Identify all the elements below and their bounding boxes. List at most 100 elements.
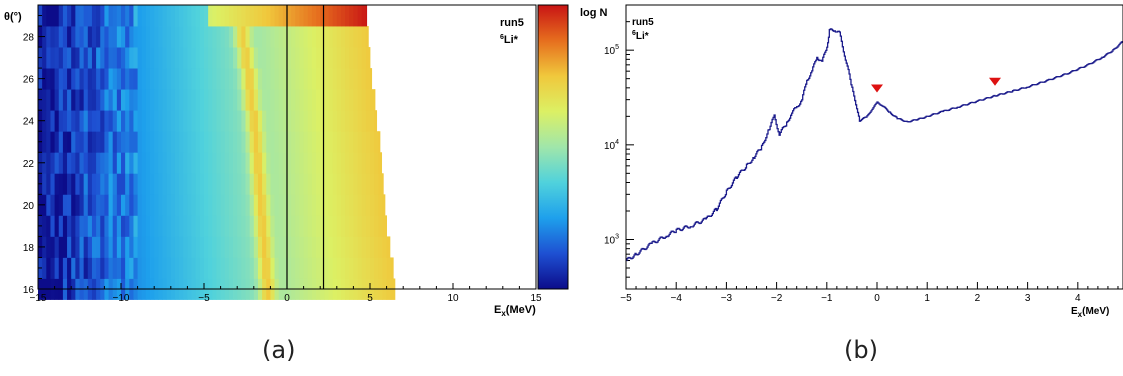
heatmap-cell — [100, 131, 105, 153]
heatmap-cell — [257, 215, 263, 237]
heatmap-cell — [158, 47, 163, 69]
heatmap-cell — [224, 152, 230, 174]
heatmap-cell — [349, 5, 354, 27]
heatmap-cell — [104, 257, 109, 279]
heatmap-cell — [316, 110, 321, 132]
heatmap-cell — [349, 236, 354, 258]
heatmap-cell — [67, 236, 72, 258]
heatmap-cell — [295, 215, 300, 237]
heatmap-cell — [179, 47, 184, 69]
heatmap-cell — [311, 131, 317, 153]
heatmap-cell — [141, 131, 147, 153]
heatmap-cell — [378, 173, 383, 195]
heatmap-run-label: run5 — [500, 17, 524, 29]
heatmap-cell — [245, 215, 251, 237]
heatmap-cell — [150, 194, 155, 216]
heatmap-cell — [141, 173, 147, 195]
heatmap-cell — [257, 257, 263, 279]
heatmap-cell — [67, 194, 72, 216]
heatmap-cell — [212, 5, 217, 27]
heatmap-cell — [233, 89, 238, 111]
heatmap-cell — [303, 131, 309, 153]
heatmap-cell — [278, 152, 284, 174]
heatmap-cell — [62, 194, 68, 216]
heatmap-cell — [104, 89, 109, 111]
heatmap-cell — [282, 257, 288, 279]
heatmap-cell — [58, 236, 64, 258]
heatmap-cell — [212, 257, 217, 279]
heatmap-cell — [374, 215, 379, 237]
heatmap-cell — [253, 173, 259, 195]
heatmap-cell — [274, 68, 280, 90]
heatmap-cell — [208, 89, 213, 111]
heatmap-cell — [133, 68, 138, 90]
heatmap-cell — [340, 236, 346, 258]
heatmap-cell — [183, 5, 188, 27]
heatmap-cell — [241, 257, 246, 279]
heatmap-cell — [282, 152, 288, 174]
heatmap-cell — [191, 194, 197, 216]
heatmap-cell — [253, 68, 259, 90]
heatmap-cell — [137, 47, 143, 69]
heatmap-cell — [311, 257, 317, 279]
heatmap-cell — [357, 194, 363, 216]
heatmap-cell — [282, 26, 288, 48]
heatmap-cell — [212, 236, 217, 258]
heatmap-cell — [353, 89, 358, 111]
heatmap-cell — [133, 5, 138, 27]
heatmap-cell — [137, 257, 143, 279]
heatmap-cell — [324, 5, 329, 27]
heatmap-cell — [67, 215, 72, 237]
heatmap-cell — [270, 236, 275, 258]
heatmap-cell — [216, 194, 221, 216]
heatmap-cell — [179, 215, 184, 237]
heatmap-cell — [241, 194, 246, 216]
heatmap-cell — [150, 89, 155, 111]
heatmap-cell — [141, 47, 147, 69]
heatmap-cell — [141, 26, 147, 48]
heatmap-cell — [262, 215, 267, 237]
heatmap-cell — [257, 173, 263, 195]
heatmap-cell — [204, 68, 209, 90]
heatmap-cell — [378, 236, 383, 258]
heatmap-cell — [87, 47, 93, 69]
heatmap-cell — [137, 26, 143, 48]
heatmap-cell — [191, 26, 197, 48]
heatmap-cell — [353, 152, 358, 174]
heatmap-cell — [320, 215, 325, 237]
heatmap-cell — [340, 89, 346, 111]
heatmap-cell — [328, 257, 334, 279]
heatmap-cell — [282, 215, 288, 237]
heatmap-cell — [195, 215, 201, 237]
heatmap-cell — [249, 257, 255, 279]
heatmap-cell — [357, 152, 363, 174]
heatmap-cell — [50, 173, 55, 195]
spectrum-x-tick-label: −4 — [670, 293, 682, 304]
heatmap-cell — [324, 257, 329, 279]
heatmap-cell — [370, 110, 375, 132]
heatmap-cell — [237, 173, 242, 195]
heatmap-cell — [154, 215, 159, 237]
heatmap-cell — [233, 215, 238, 237]
spectrum-y-tick-label: 104 — [604, 139, 619, 152]
spectrum-x-tick-label: −5 — [620, 293, 632, 304]
heatmap-cell — [365, 194, 371, 216]
heatmap-cell — [195, 257, 201, 279]
heatmap-cell — [158, 215, 163, 237]
heatmap-cell — [365, 26, 369, 48]
heatmap-cell — [295, 194, 300, 216]
heatmap-y-axis-label: θ(°) — [4, 11, 22, 23]
heatmap-cell — [91, 215, 97, 237]
heatmap-cell — [291, 26, 296, 48]
heatmap-cell — [332, 26, 338, 48]
heatmap-cell — [370, 215, 375, 237]
heatmap-cell — [79, 131, 85, 153]
heatmap-cell — [96, 26, 101, 48]
heatmap-cell — [266, 194, 271, 216]
heatmap-cell — [162, 26, 168, 48]
heatmap-cell — [374, 257, 379, 279]
heatmap-y-tick-label: 16 — [23, 285, 35, 296]
heatmap-cell — [249, 194, 255, 216]
heatmap-cell — [299, 236, 304, 258]
heatmap-cell — [112, 5, 118, 27]
